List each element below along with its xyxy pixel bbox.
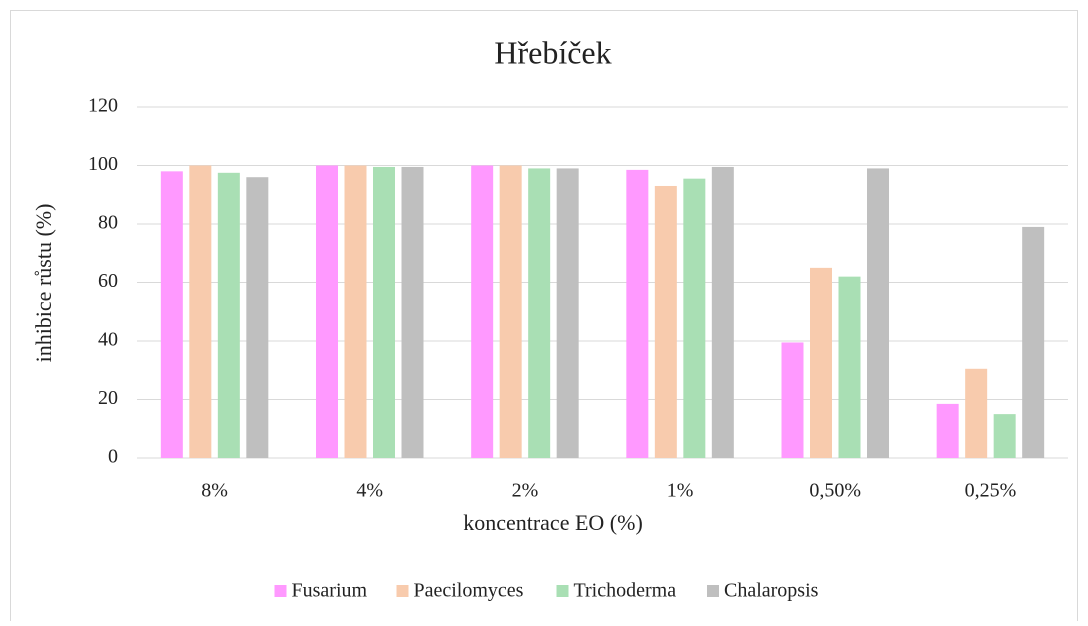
bar (344, 165, 367, 458)
bar (810, 267, 832, 458)
y-tick-label: 60 (98, 270, 118, 292)
bar (556, 168, 579, 459)
bar (217, 172, 240, 458)
bar (683, 178, 706, 458)
legend-label: Chalaropsis (724, 580, 819, 602)
y-tick-label: 20 (98, 387, 118, 409)
y-axis-label: inhibice růstu (%) (31, 204, 56, 363)
bar (1022, 226, 1045, 458)
legend-swatch (556, 585, 569, 597)
bar (626, 169, 649, 458)
legend-swatch (396, 585, 409, 597)
y-tick-label: 0 (108, 446, 118, 468)
bar (654, 185, 677, 458)
y-tick-label: 80 (98, 212, 118, 234)
bar (936, 403, 959, 458)
bar (160, 171, 183, 458)
x-tick-label: 4% (356, 480, 383, 502)
bar (316, 165, 338, 458)
bar (528, 168, 551, 459)
x-tick-label: 2% (512, 480, 539, 502)
x-tick-label: 1% (667, 480, 694, 502)
bar (499, 165, 522, 458)
bar (965, 368, 988, 458)
x-tick-label: 8% (201, 480, 228, 502)
y-tick-label: 120 (88, 95, 118, 117)
legend-label: Paecilomyces (414, 580, 524, 602)
bar (781, 342, 804, 458)
bar (838, 276, 861, 458)
bar (373, 166, 395, 458)
x-tick-label: 0,50% (809, 480, 861, 502)
chart-frame (10, 10, 1078, 626)
bar (189, 165, 212, 458)
legend-swatch (274, 585, 287, 597)
x-axis-label: koncentrace EO (%) (463, 510, 643, 535)
bar (993, 414, 1016, 458)
legend-label: Trichoderma (574, 580, 677, 602)
bar (867, 168, 889, 459)
bar (246, 177, 269, 458)
legend-label: Fusarium (292, 580, 368, 602)
bar (471, 165, 494, 458)
x-tick-label: 0,25% (965, 480, 1017, 502)
bar (711, 166, 734, 458)
chart-title: Hřebíček (494, 34, 611, 70)
y-tick-label: 100 (88, 153, 118, 175)
bar (401, 166, 424, 458)
legend-swatch (707, 585, 719, 597)
y-tick-label: 40 (98, 329, 118, 351)
